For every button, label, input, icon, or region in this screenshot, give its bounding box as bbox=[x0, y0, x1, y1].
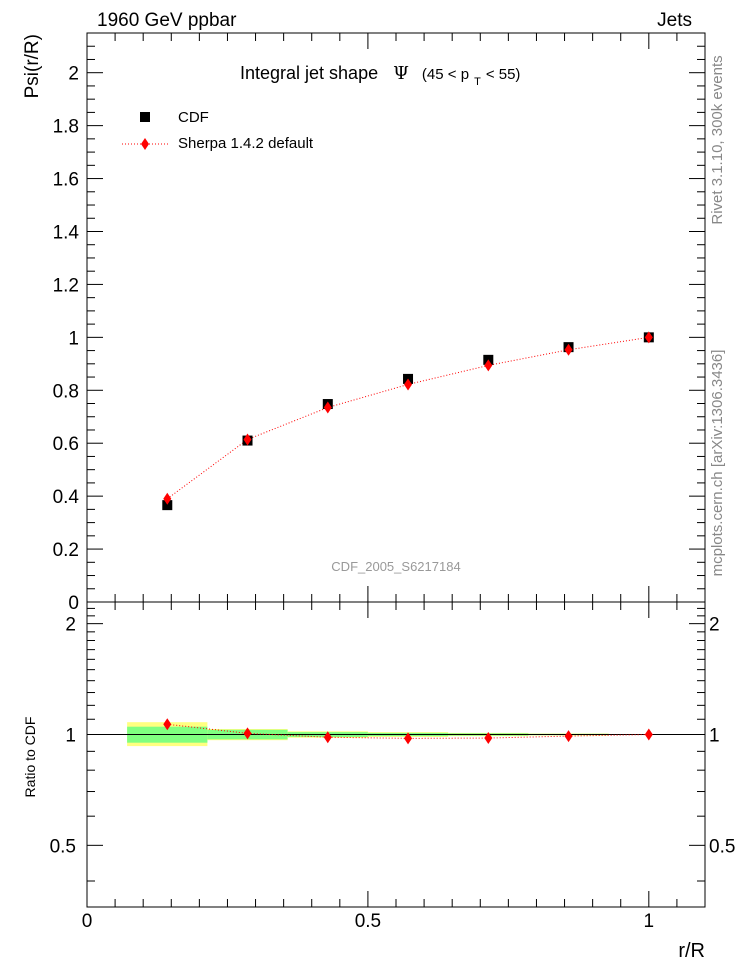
legend: CDF Sherpa 1.4.2 default bbox=[122, 109, 314, 152]
mcplots-label: mcplots.cern.ch [arXiv:1306.3436] bbox=[709, 350, 726, 577]
header-energy: 1960 GeV ppbar bbox=[97, 10, 237, 31]
ratio-y-axis-label: Ratio to CDF bbox=[22, 717, 38, 798]
legend-cdf-marker bbox=[140, 112, 150, 122]
ratio-y-tick-label-right: 0.5 bbox=[709, 836, 735, 857]
sherpa-point bbox=[644, 331, 653, 344]
legend-cdf-label: CDF bbox=[178, 109, 209, 126]
header-category: Jets bbox=[657, 10, 692, 31]
plot-title-main: Integral jet shape bbox=[240, 63, 378, 83]
legend-sherpa-marker bbox=[141, 138, 149, 150]
main-y-tick-label: 0.8 bbox=[53, 381, 79, 402]
x-tick-label: 0 bbox=[82, 911, 93, 932]
ratio-y-tick-label: 0.5 bbox=[50, 836, 76, 857]
ratio-sherpa-point bbox=[564, 730, 573, 743]
ratio-sherpa-point bbox=[163, 718, 172, 731]
ratio-sherpa-point bbox=[484, 732, 493, 745]
main-y-tick-label: 0.4 bbox=[53, 487, 80, 508]
plot-title-range-close: < 55) bbox=[486, 66, 521, 83]
ratio-sherpa-point bbox=[323, 731, 332, 744]
main-y-tick-label: 2 bbox=[68, 64, 79, 85]
sherpa-line bbox=[166, 336, 649, 500]
plot-title-psi: Ψ bbox=[393, 63, 409, 84]
main-y-tick-label: 1.8 bbox=[53, 117, 79, 138]
main-series-layer bbox=[162, 331, 654, 511]
ratio-sherpa-point bbox=[404, 732, 413, 745]
ratio-y-tick-label: 2 bbox=[65, 615, 76, 636]
cdf-point bbox=[162, 500, 173, 511]
analysis-watermark: CDF_2005_S6217184 bbox=[331, 559, 460, 574]
ratio-series-layer bbox=[163, 718, 653, 745]
sherpa-point bbox=[323, 401, 332, 414]
sherpa-point bbox=[564, 343, 573, 356]
main-y-tick-label: 0 bbox=[68, 593, 79, 614]
ratio-y-axis: 0.5 0.5 1 1 2 2 bbox=[50, 607, 735, 882]
main-y-tick-label: 0.6 bbox=[53, 434, 79, 455]
sherpa-point bbox=[163, 492, 172, 505]
sherpa-point bbox=[404, 378, 413, 391]
legend-sherpa-label: Sherpa 1.4.2 default bbox=[178, 135, 314, 152]
main-y-tick-label: 1 bbox=[68, 328, 79, 349]
ratio-plot-frame bbox=[86, 601, 706, 908]
ratio-sherpa-point bbox=[644, 728, 653, 741]
main-y-tick-label: 1.6 bbox=[53, 170, 79, 191]
plot-title: Integral jet shape Ψ (45 < p T < 55) bbox=[240, 63, 520, 89]
main-y-tick-label: 1.4 bbox=[53, 222, 80, 243]
main-y-tick-label: 1.2 bbox=[53, 275, 79, 296]
ratio-y-tick-label: 1 bbox=[65, 725, 76, 746]
sherpa-point bbox=[243, 433, 252, 446]
plot-title-range-sub: T bbox=[474, 76, 481, 88]
ratio-x-axis: 0 0.5 1 bbox=[82, 602, 706, 932]
ratio-y-tick-label-right: 2 bbox=[709, 615, 720, 636]
plot-title-range-open: (45 < p bbox=[422, 66, 469, 83]
x-tick-label: 0.5 bbox=[355, 911, 381, 932]
main-y-tick-label: 0.2 bbox=[53, 540, 79, 561]
ratio-sherpa-point bbox=[243, 727, 252, 740]
x-axis-label: r/R bbox=[678, 940, 705, 962]
main-y-axis-label: Psi(r/R) bbox=[22, 34, 43, 98]
rivet-label: Rivet 3.1.10, 300k events bbox=[709, 55, 726, 224]
sherpa-point bbox=[484, 359, 493, 372]
ratio-y-tick-label-right: 1 bbox=[709, 725, 720, 746]
main-x-ticks bbox=[86, 33, 706, 602]
main-y-axis: 0 0.2 0.4 0.6 0.8 1 1.2 1.4 1.6 1.8 2 bbox=[53, 45, 705, 614]
x-tick-label: 1 bbox=[644, 911, 655, 932]
